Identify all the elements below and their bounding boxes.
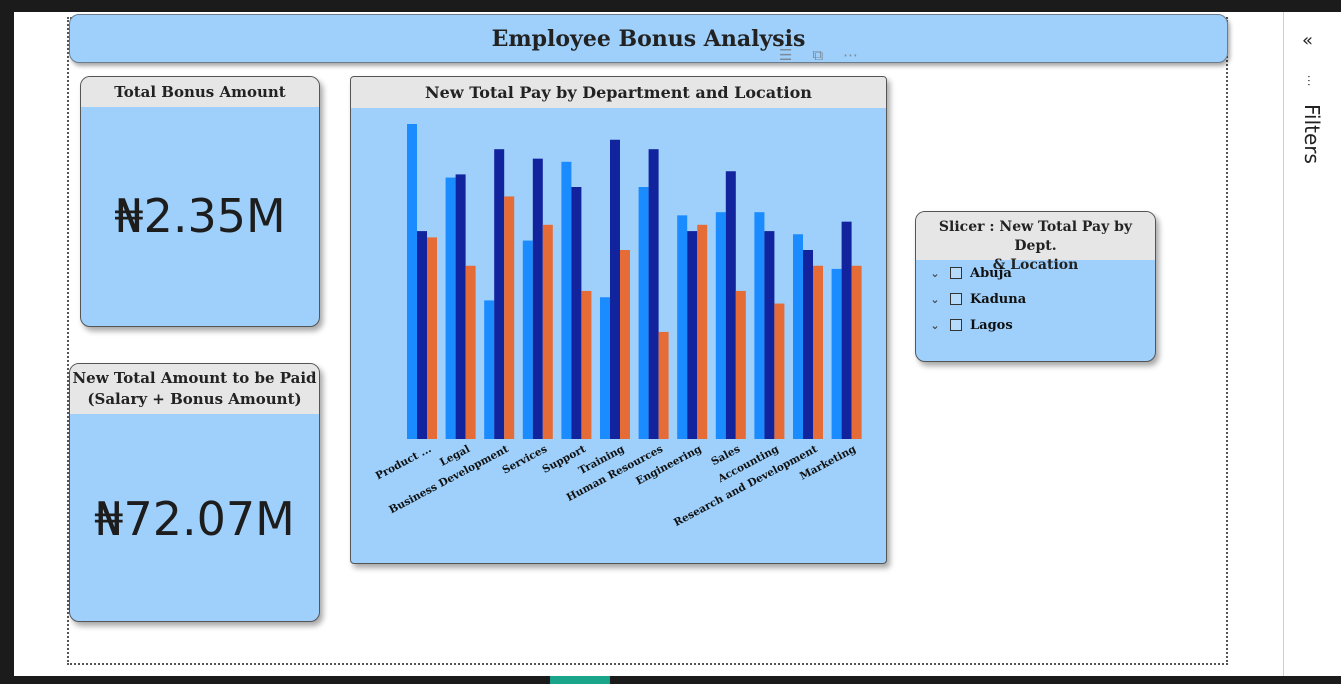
visual-header: ☰ ⧉ ⋯	[779, 46, 858, 64]
slicer-item-abuja[interactable]: ⌄ Abuja	[924, 260, 1155, 286]
bar-3-9[interactable]	[774, 303, 785, 439]
bar-3-5[interactable]	[620, 250, 630, 439]
total-bonus-card[interactable]: Total Bonus Amount ₦2.35M	[80, 76, 320, 327]
bar-1-9[interactable]	[754, 212, 765, 439]
pay-by-department-chart[interactable]: New Total Pay by Department and Location…	[350, 76, 887, 564]
total-pay-card[interactable]: New Total Amount to be Paid (Salary + Bo…	[69, 363, 320, 622]
bar-3-10[interactable]	[813, 265, 823, 439]
location-slicer[interactable]: Slicer : New Total Pay by Dept. & Locati…	[915, 211, 1156, 362]
bar-2-11[interactable]	[841, 221, 852, 439]
slicer-item-label: Lagos	[970, 317, 1013, 333]
bar-1-0[interactable]	[407, 124, 417, 439]
bar-1-5[interactable]	[600, 297, 610, 439]
bar-3-11[interactable]	[851, 265, 862, 439]
double-chevron-left-icon[interactable]: «	[1302, 30, 1314, 51]
bar-3-4[interactable]	[581, 290, 592, 439]
filter-icon[interactable]: ⫶	[1307, 74, 1311, 90]
bar-1-6[interactable]	[638, 187, 649, 439]
bar-2-6[interactable]	[648, 149, 659, 439]
x-tick-label: Product ...	[374, 443, 434, 482]
total-pay-title-line2: (Salary + Bonus Amount)	[87, 390, 302, 408]
slicer-title-line2: & Location	[992, 257, 1079, 273]
x-tick-label: Engineering	[634, 443, 704, 488]
total-pay-title-line1: New Total Amount to be Paid	[72, 369, 317, 387]
bar-2-9[interactable]	[764, 231, 775, 439]
slicer-title: Slicer : New Total Pay by Dept. & Locati…	[916, 212, 1155, 273]
bar-1-4[interactable]	[561, 161, 572, 440]
window-top-bar	[0, 0, 1341, 12]
bar-1-8[interactable]	[715, 212, 726, 439]
bar-3-0[interactable]	[427, 237, 437, 439]
chevron-down-icon[interactable]: ⌄	[930, 318, 940, 332]
slicer-items: ⌄ Abuja ⌄ Kaduna ⌄ Lagos	[916, 260, 1155, 338]
total-pay-value: ₦72.07M	[94, 492, 295, 546]
report-title-bar: Employee Bonus Analysis	[69, 14, 1228, 63]
bar-3-6[interactable]	[658, 331, 669, 439]
bar-3-3[interactable]	[542, 224, 553, 439]
bar-1-7[interactable]	[677, 215, 688, 439]
checkbox[interactable]	[950, 293, 962, 305]
bar-2-10[interactable]	[803, 250, 813, 439]
bar-3-8[interactable]	[735, 290, 746, 439]
bar-1-11[interactable]	[831, 268, 842, 439]
focus-mode-icon[interactable]: ⧉	[812, 46, 824, 64]
bar-2-4[interactable]	[571, 187, 582, 439]
bar-1-3[interactable]	[522, 240, 533, 439]
chevron-down-icon[interactable]: ⌄	[930, 266, 940, 280]
slicer-title-line1: Slicer : New Total Pay by Dept.	[938, 219, 1133, 254]
bar-3-2[interactable]	[504, 196, 515, 439]
report-title: Employee Bonus Analysis	[491, 26, 806, 52]
bar-1-10[interactable]	[793, 234, 803, 439]
filters-label[interactable]: Filters	[1300, 104, 1324, 164]
bar-3-1[interactable]	[465, 265, 476, 439]
total-bonus-value: ₦2.35M	[114, 189, 286, 243]
total-pay-card-title: New Total Amount to be Paid (Salary + Bo…	[70, 364, 319, 414]
filter-icon[interactable]: ☰	[779, 46, 793, 64]
bar-1-2[interactable]	[484, 300, 495, 439]
checkbox[interactable]	[950, 319, 962, 331]
chart-title: New Total Pay by Department and Location	[351, 77, 886, 108]
slicer-item-kaduna[interactable]: ⌄ Kaduna	[924, 286, 1155, 312]
x-tick-label: Services	[500, 443, 549, 477]
bar-2-8[interactable]	[725, 171, 736, 439]
slicer-item-label: Abuja	[970, 265, 1012, 281]
bar-3-7[interactable]	[697, 224, 708, 439]
slicer-item-label: Kaduna	[970, 291, 1027, 307]
bar-2-5[interactable]	[610, 139, 620, 439]
more-options-icon[interactable]: ⋯	[843, 46, 859, 64]
bar-2-0[interactable]	[417, 231, 427, 439]
filters-pane[interactable]: « ⫶ Filters	[1283, 12, 1341, 676]
bar-2-1[interactable]	[455, 174, 466, 439]
bar-2-7[interactable]	[687, 231, 698, 439]
report-canvas: Employee Bonus Analysis ☰ ⧉ ⋯ Total Bonu…	[14, 12, 1283, 676]
page-tab-indicator[interactable]	[550, 676, 610, 684]
slicer-item-lagos[interactable]: ⌄ Lagos	[924, 312, 1155, 338]
bar-2-2[interactable]	[494, 149, 505, 439]
checkbox[interactable]	[950, 267, 962, 279]
bar-1-1[interactable]	[445, 177, 456, 440]
bar-2-3[interactable]	[532, 158, 543, 439]
total-bonus-card-title: Total Bonus Amount	[81, 77, 319, 107]
chevron-down-icon[interactable]: ⌄	[930, 292, 940, 306]
